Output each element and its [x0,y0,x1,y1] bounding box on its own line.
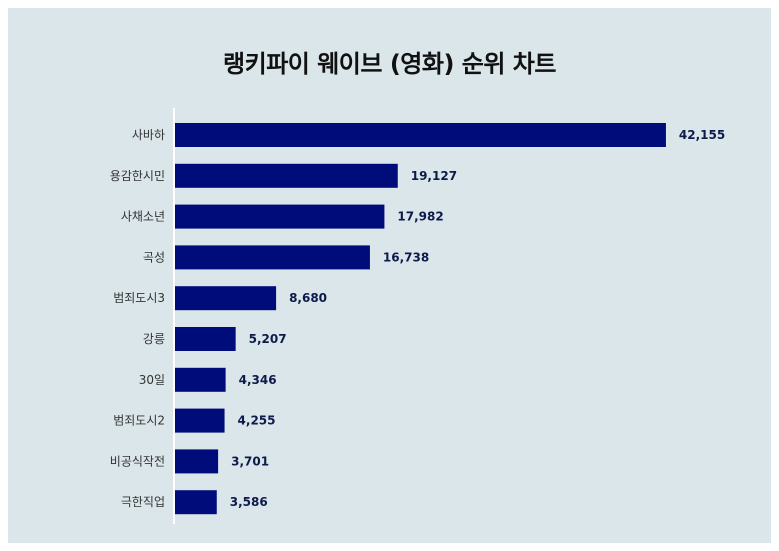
category-label: 비공식작전 [110,454,165,468]
category-label: 30일 [139,373,165,387]
category-label: 사바하 [132,128,165,142]
bar [175,367,226,392]
category-label: 극한직업 [121,495,165,509]
value-label: 5,207 [249,332,287,346]
value-label: 4,346 [239,373,277,387]
value-label: 19,127 [411,169,457,183]
bar [175,163,398,188]
category-label: 범죄도시2 [113,414,165,428]
chart-title: 랭키파이 웨이브 (영화) 순위 차트 [223,50,556,78]
bar [175,490,217,515]
category-label: 범죄도시3 [113,291,165,305]
bar [175,245,370,270]
value-label: 8,680 [289,291,327,305]
category-label: 강릉 [143,332,165,346]
value-label: 3,586 [230,495,268,509]
bar [175,286,277,311]
value-label: 3,701 [231,454,269,468]
bar-chart: 사바하 42,155 용감한시민 19,127 사채소년 17,982 곡성 16,738 범죄… [110,108,725,524]
value-label: 42,155 [679,128,725,142]
value-label: 4,255 [238,414,276,428]
bar [175,327,236,351]
bar [175,204,385,229]
chart-panel: 랭키파이 웨이브 (영화) 순위 차트 사바하 42,155 용감한시민 19,127… [8,8,771,543]
value-label: 17,982 [397,210,443,224]
bar [175,408,225,433]
category-label: 사채소년 [121,210,165,224]
bar [175,123,666,147]
category-label: 용감한시민 [110,169,165,183]
category-label: 곡성 [143,250,165,264]
value-label: 16,738 [383,250,429,264]
bar [175,449,219,474]
